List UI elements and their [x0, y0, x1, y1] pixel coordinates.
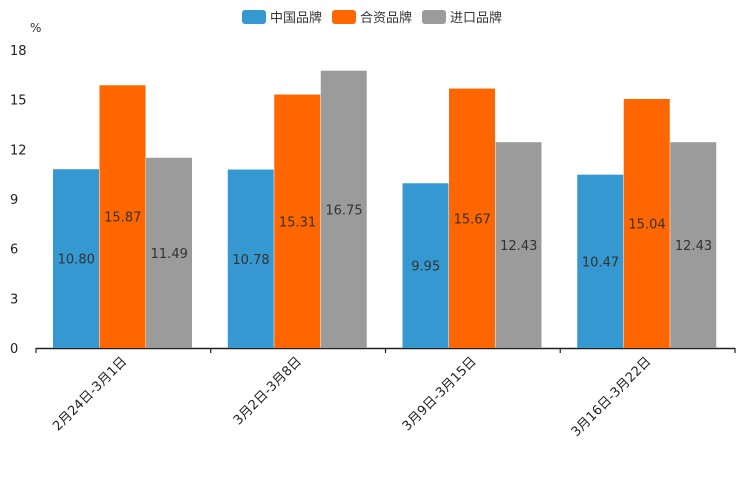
data-label-1-2: 16.75	[325, 203, 362, 218]
chart-legend: 中国品牌 合资品牌 进口品牌	[0, 7, 744, 26]
bar-0-0	[53, 169, 99, 348]
y-tick-label: 9	[10, 193, 18, 208]
data-label-2-0: 9.95	[411, 260, 440, 275]
legend-swatch-0	[241, 9, 266, 24]
legend-item-series-0[interactable]: 中国品牌	[241, 7, 322, 26]
bar-1-1	[274, 94, 321, 348]
data-label-1-0: 10.78	[232, 253, 269, 268]
data-label-3-1: 15.04	[628, 218, 665, 233]
legend-label-1: 合资品牌	[359, 11, 412, 26]
bar-0-2	[146, 157, 192, 348]
legend-swatch-2	[422, 9, 446, 24]
y-tick-label: 3	[10, 292, 18, 307]
x-category-label: 3月2日-3月8日	[231, 354, 305, 428]
data-label-0-2: 11.49	[151, 247, 188, 262]
bar-2-1	[449, 88, 495, 348]
data-label-2-2: 12.43	[500, 239, 537, 254]
bar-2-0	[402, 183, 449, 348]
y-tick-label: 0	[10, 342, 18, 357]
y-tick-label: 6	[10, 243, 18, 258]
data-label-3-2: 12.43	[675, 239, 712, 254]
bar-3-1	[623, 99, 670, 348]
data-label-2-1: 15.67	[454, 212, 491, 227]
data-label-1-1: 15.31	[279, 215, 316, 230]
bar-0-1	[99, 85, 146, 348]
data-label-0-1: 15.87	[104, 211, 141, 226]
legend-item-series-2[interactable]: 进口品牌	[422, 7, 502, 26]
legend-swatch-1	[331, 9, 356, 24]
bar-3-0	[577, 174, 624, 348]
bar-1-0	[227, 169, 274, 348]
y-tick-label: 12	[10, 143, 27, 158]
x-category-label: 3月16日-3月22日	[569, 354, 655, 440]
x-category-label: 3月9日-3月15日	[400, 354, 480, 434]
data-label-3-0: 10.47	[582, 255, 619, 270]
y-tick-label: 15	[10, 94, 27, 109]
data-label-0-0: 10.80	[58, 253, 95, 268]
bar-2-2	[495, 142, 542, 348]
legend-label-0: 中国品牌	[269, 11, 322, 26]
bar-1-2	[320, 70, 367, 348]
bar-3-2	[670, 142, 717, 348]
legend-item-series-1[interactable]: 合资品牌	[331, 7, 412, 26]
y-axis-unit-label: %	[30, 21, 42, 35]
x-category-label: 2月24日-3月1日	[50, 354, 130, 434]
y-tick-label: 18	[10, 44, 27, 59]
legend-label-2: 进口品牌	[450, 11, 503, 26]
